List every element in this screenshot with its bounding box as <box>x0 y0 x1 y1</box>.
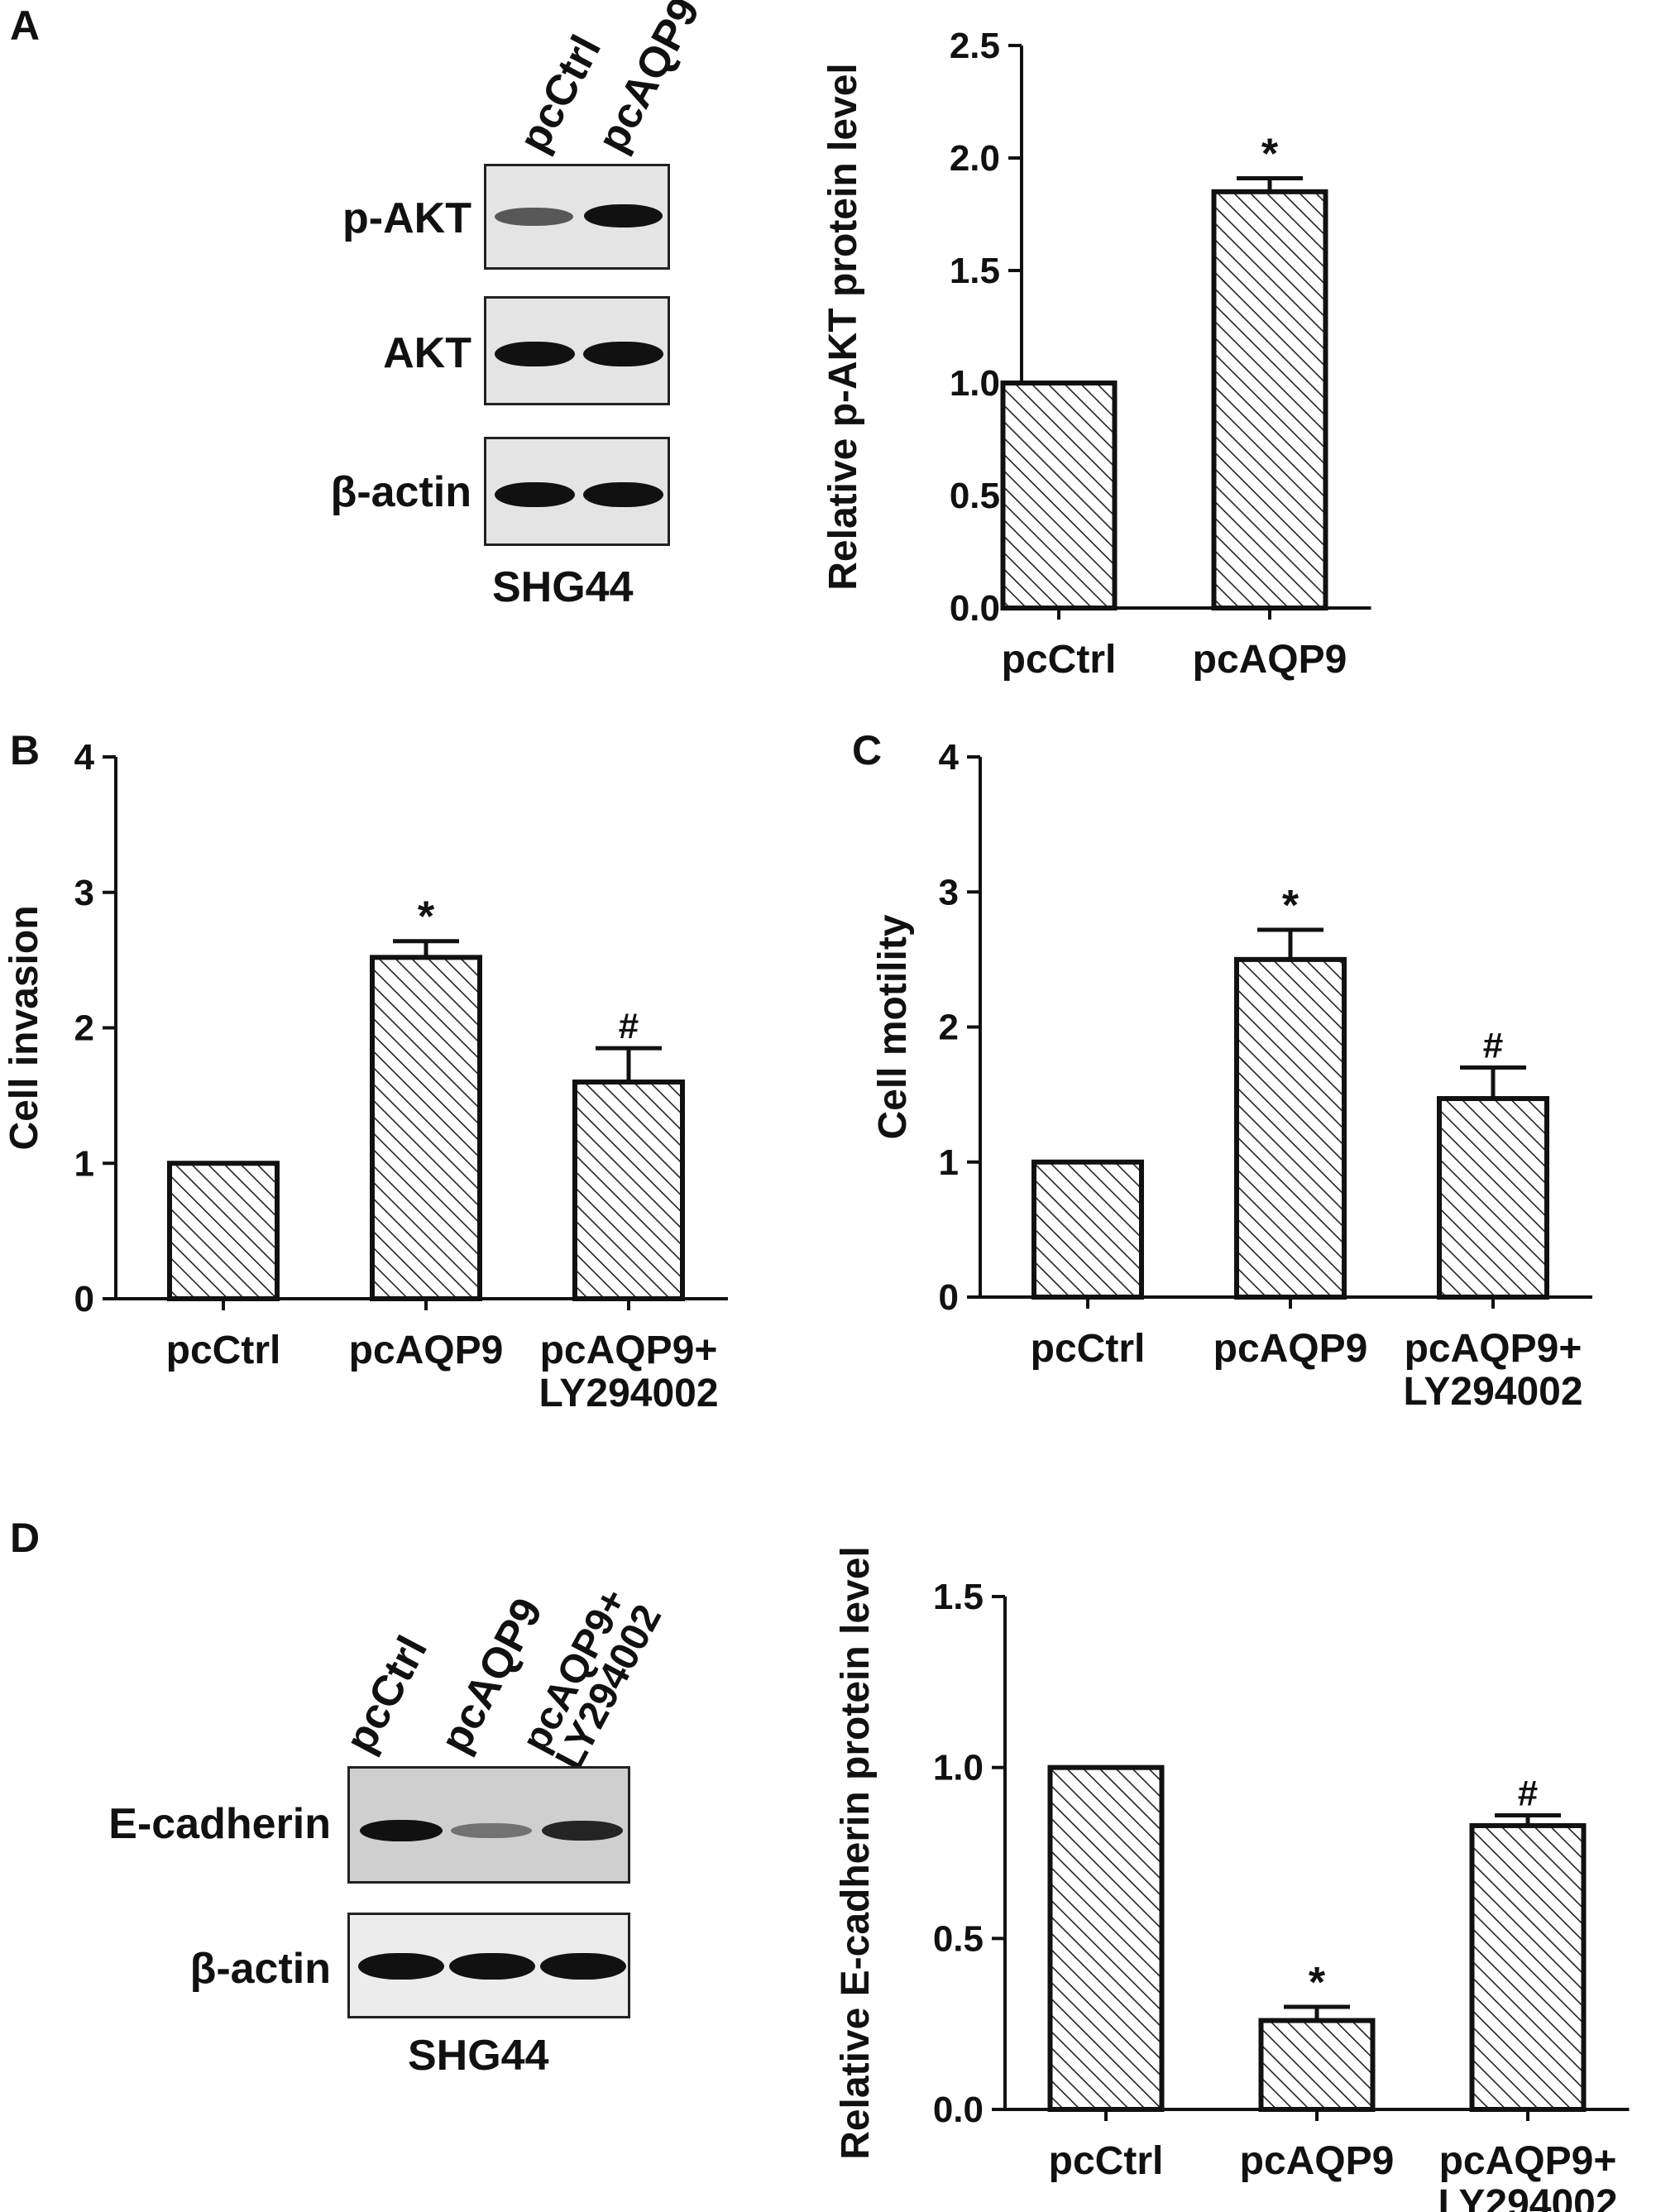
y-tick-label: 1.0 <box>950 363 1000 404</box>
bar <box>1000 381 1118 610</box>
x-tick-label: pcAQP9 <box>349 1329 504 1372</box>
significance-mark: # <box>619 1006 639 1046</box>
blot-a-row-2 <box>484 296 670 405</box>
blot-d-band-1-1 <box>360 1820 443 1841</box>
y-tick-label: 2.5 <box>950 26 1000 66</box>
blot-a-band-1-1 <box>495 208 573 226</box>
blot-a-row-3 <box>484 437 670 546</box>
x-tick-label: pcAQP9+ LY294002 <box>1438 2139 1617 2212</box>
x-tick-label: pcAQP9 <box>1193 638 1347 682</box>
significance-mark: * <box>1309 1959 1326 2007</box>
bar-chart-c: 0 1 2 3 4 Cell motility pcCtrl * pcAQP9 # pcAQP9+ L… <box>871 737 1592 1414</box>
y-tick-label: 2 <box>939 1008 959 1048</box>
y-tick-label: 4 <box>74 737 95 778</box>
blot-d-band-2-2 <box>449 1953 535 1980</box>
blot-a-band-2-1 <box>495 342 575 366</box>
panel-letter-b: B <box>10 727 41 773</box>
blot-d-row-1 <box>347 1766 630 1884</box>
y-tick-label: 4 <box>939 737 960 778</box>
blot-a-cell-line-label: SHG44 <box>492 563 634 611</box>
blot-d-lane-label-3: pcAQP9+ LY294002 <box>513 1581 670 1777</box>
x-tick-label: pcAQP9 <box>1240 2139 1395 2183</box>
blot-d-row-2 <box>347 1913 630 2018</box>
bar <box>1031 1159 1144 1300</box>
blot-d-band-1-2 <box>451 1823 532 1838</box>
y-tick-label: 0.5 <box>950 476 1000 516</box>
significance-mark: * <box>418 893 435 941</box>
y-tick-label: 1 <box>74 1143 94 1184</box>
blot-a-band-3-1 <box>495 482 575 507</box>
x-tick-label: pcAQP9+ LY294002 <box>1403 1327 1582 1414</box>
y-tick-label: 0 <box>74 1279 94 1319</box>
y-tick-label: 1.5 <box>950 251 1000 291</box>
blot-d-cell-line-label: SHG44 <box>408 2032 549 2080</box>
y-tick-label: 3 <box>939 872 959 912</box>
significance-mark: * <box>1282 882 1299 930</box>
y-tick-label: 2.0 <box>950 138 1000 179</box>
y-tick-label: 0.5 <box>933 1918 984 1959</box>
blot-a-lane-label-2: pcAQP9 <box>588 0 710 160</box>
y-axis-label: Relative E-cadherin protein level <box>834 1546 878 2160</box>
bar <box>572 1080 685 1301</box>
y-tick-label: 0 <box>939 1277 959 1318</box>
blot-a-band-2-2 <box>583 342 663 366</box>
bar <box>167 1161 280 1301</box>
y-tick-label: 0.0 <box>933 2090 984 2130</box>
x-tick-label: pcCtrl <box>1002 638 1117 682</box>
y-tick-label: 1.5 <box>933 1577 984 1617</box>
blot-d-row-label-2: β-actin <box>189 1945 331 1993</box>
significance-mark: * <box>1261 130 1279 178</box>
y-tick-label: 1 <box>939 1142 959 1183</box>
blot-a-row-label-3: β-actin <box>330 468 471 516</box>
blot-a-row-1 <box>484 164 670 270</box>
x-tick-label: pcCtrl <box>1049 2139 1164 2183</box>
y-axis-label: Cell motility <box>871 914 915 1139</box>
y-axis-label: Relative p-AKT protein level <box>821 63 865 590</box>
y-tick-label: 3 <box>74 873 94 913</box>
y-tick-label: 0.0 <box>950 588 1000 629</box>
bar-chart-b: 0 1 2 3 4 Cell invasion pcCtrl * pcAQP9 # pcAQP9+ L… <box>2 737 728 1415</box>
x-tick-label: pcCtrl <box>1031 1327 1146 1371</box>
blot-a-band-1-2 <box>584 204 663 227</box>
bar <box>1258 2018 1376 2112</box>
bar <box>1047 1764 1165 2112</box>
blot-a-row-label-2: AKT <box>383 329 471 377</box>
bar <box>1469 1822 1587 2112</box>
panel-letter-c: C <box>852 727 883 773</box>
blot-d-band-1-3 <box>542 1821 623 1841</box>
panel-letter-d: D <box>10 1515 41 1561</box>
x-tick-label: pcAQP9+ LY294002 <box>538 1329 718 1415</box>
bar <box>1211 189 1328 611</box>
y-tick-label: 2 <box>74 1008 94 1049</box>
blot-d-row-label-1: E-cadherin <box>108 1800 331 1848</box>
y-axis-label: Cell invasion <box>2 905 46 1150</box>
bar-chart-d: 0.0 0.5 1.0 1.5 Relative E-cadherin protein … <box>834 1546 1630 2212</box>
panel-letter-a: A <box>10 2 41 49</box>
bar <box>370 955 482 1301</box>
blot-d-band-2-1 <box>358 1953 444 1980</box>
y-tick-label: 1.0 <box>933 1748 984 1788</box>
blot-a-band-3-2 <box>583 482 663 507</box>
blot-a-row-label-1: p-AKT <box>342 194 471 242</box>
bar-chart-a: 0.0 0.5 1.0 1.5 2.0 2.5 Relative p-AKT protein… <box>821 26 1371 682</box>
bar <box>1437 1096 1549 1300</box>
significance-mark: # <box>1518 1774 1538 1814</box>
significance-mark: # <box>1483 1025 1503 1065</box>
bar <box>1234 956 1347 1300</box>
blot-d-band-2-3 <box>540 1953 626 1980</box>
x-tick-label: pcAQP9 <box>1213 1327 1368 1371</box>
blot-d-lane-label-1: pcCtrl <box>336 1628 438 1761</box>
x-tick-label: pcCtrl <box>166 1329 281 1372</box>
